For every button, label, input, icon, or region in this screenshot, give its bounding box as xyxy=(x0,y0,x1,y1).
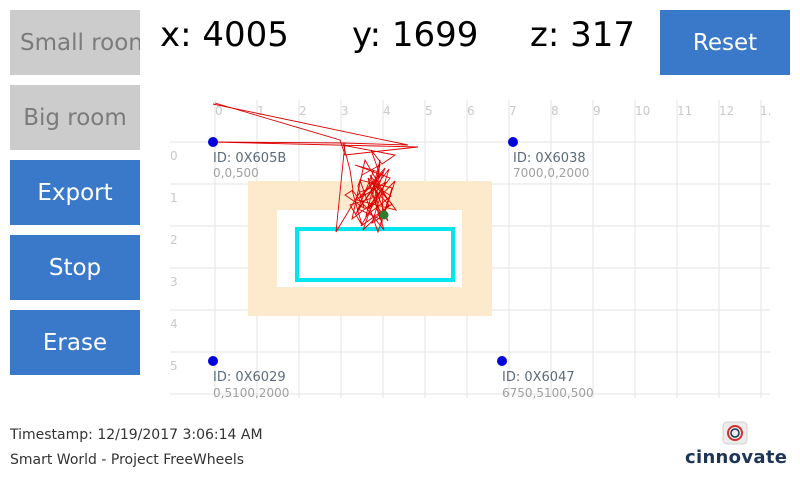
anchor-id-label: ID: 0X605B xyxy=(213,151,286,166)
track-path xyxy=(355,168,393,227)
timestamp-text: Timestamp: 12/19/2017 3:06:14 AM xyxy=(10,427,263,443)
x-tick-label: 1 xyxy=(257,104,265,118)
anchor-id-label: ID: 0X6029 xyxy=(213,370,286,385)
logo-text: cinnovate xyxy=(685,447,788,468)
anchor-marker xyxy=(208,137,218,147)
anchor-id-label: ID: 0X6038 xyxy=(513,151,586,166)
anchor-coords-label: 0,5100,2000 xyxy=(213,386,289,400)
x-tick-label: 11 xyxy=(677,104,692,118)
anchor-coords-label: 6750,5100,500 xyxy=(502,386,594,400)
x-tick-label: 3 xyxy=(341,104,349,118)
x-tick-label: 6 xyxy=(467,104,475,118)
cinnovate-logo-icon xyxy=(722,421,748,445)
inner-zone xyxy=(295,227,455,282)
y-tick-label: 5 xyxy=(170,359,178,373)
anchor-coords-label: 0,0,500 xyxy=(213,166,259,180)
export-button[interactable]: Export xyxy=(10,160,140,225)
small-room-button[interactable]: Small roon xyxy=(10,10,140,75)
anchor-coords-label: 7000,0,2000 xyxy=(513,166,589,180)
y-tick-label: 4 xyxy=(170,317,178,331)
track-path xyxy=(341,144,397,234)
z-coordinate-readout: z: 317 xyxy=(530,15,636,55)
project-name-text: Smart World - Project FreeWheels xyxy=(10,452,245,468)
x-tick-label: 0 xyxy=(215,104,223,118)
anchor-id-label: ID: 0X6047 xyxy=(502,370,575,385)
anchor-marker xyxy=(508,137,518,147)
track-path xyxy=(212,103,409,231)
x-tick-label: 2 xyxy=(299,104,307,118)
y-tick-label: 2 xyxy=(170,233,178,247)
anchor-marker xyxy=(497,356,507,366)
x-tick-label: 12 xyxy=(719,104,734,118)
y-tick-label: 1 xyxy=(170,191,178,205)
current-position-marker xyxy=(379,210,389,220)
x-tick-label: 4 xyxy=(383,104,391,118)
y-tick-label: 3 xyxy=(170,275,178,289)
outer-zone-inner-clear xyxy=(277,210,462,287)
x-tick-label: 7 xyxy=(509,104,517,118)
big-room-button[interactable]: Big room xyxy=(10,85,140,150)
anchor-marker xyxy=(208,356,218,366)
y-tick-label: 0 xyxy=(170,149,178,163)
x-tick-label: 8 xyxy=(551,104,559,118)
movement-track xyxy=(211,102,419,234)
x-tick-label: 1. xyxy=(760,104,771,118)
x-tick-label: 10 xyxy=(635,104,650,118)
erase-button[interactable]: Erase xyxy=(10,310,140,375)
x-tick-label: 5 xyxy=(425,104,433,118)
reset-button[interactable]: Reset xyxy=(660,10,790,75)
y-coordinate-readout: y: 1699 xyxy=(352,15,479,55)
x-tick-label: 9 xyxy=(593,104,601,118)
stop-button[interactable]: Stop xyxy=(10,235,140,300)
track-path xyxy=(211,102,419,233)
x-coordinate-readout: x: 4005 xyxy=(160,15,289,55)
cinnovate-logo: cinnovate xyxy=(680,420,790,470)
